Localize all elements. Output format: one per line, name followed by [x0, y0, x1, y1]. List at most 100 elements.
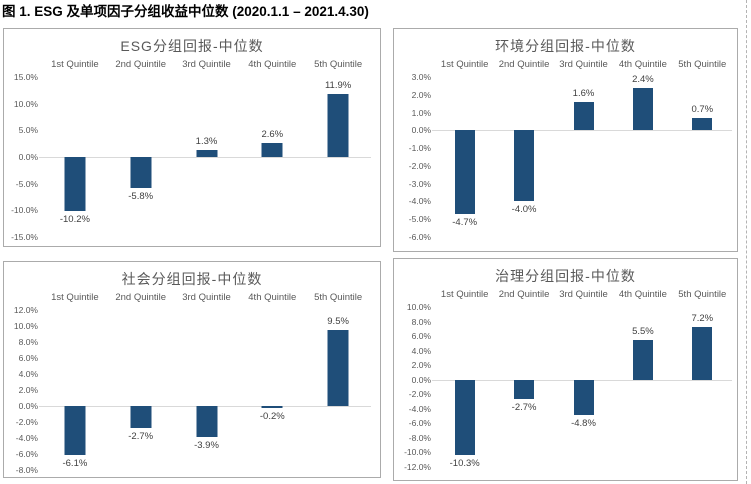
y-tick-label: -5.0%	[15, 178, 38, 189]
y-tick-label: -2.0%	[408, 389, 431, 400]
y-tick-label: 10.0%	[13, 321, 38, 331]
category-label: 2nd Quintile	[498, 59, 550, 70]
y-tick-label: -4.0%	[408, 196, 431, 207]
bar	[130, 157, 152, 188]
chart-panel-esg: ESG分组回报-中位数 1st Quintile 2nd Quintile 3rd …	[3, 28, 381, 247]
bar	[327, 93, 349, 157]
data-label: 1.6%	[572, 87, 595, 99]
category-axis: 1st Quintile 2nd Quintile 3rd Quintile 4th …	[42, 59, 371, 71]
data-label: -10.3%	[449, 457, 480, 469]
data-label: -2.7%	[128, 430, 154, 442]
data-label: 5.5%	[632, 325, 654, 337]
y-axis: 10.0% 8.0% 6.0% 4.0% 2.0% 0.0% -2.0% -4.0% -6.0%…	[394, 302, 431, 472]
plot-area: -10.2% -5.8% 1.3% 2.6% 11.9%	[39, 77, 371, 237]
bar	[692, 327, 713, 380]
data-label: 9.5%	[327, 316, 349, 327]
chart-title: 治理分组回报-中位数	[495, 268, 636, 284]
y-tick-label: 4.0%	[411, 345, 431, 356]
category-label: 3rd Quintile	[182, 59, 231, 70]
y-tick-label: -15.0%	[11, 232, 38, 242]
category-label: 3rd Quintile	[182, 292, 231, 303]
data-label: 11.9%	[324, 79, 352, 91]
y-tick-label: -12.0%	[404, 462, 431, 472]
y-tick-label: -10.0%	[11, 205, 38, 216]
y-tick-label: 5.0%	[18, 125, 38, 136]
category-label: 4th Quintile	[248, 292, 297, 303]
y-tick-label: -3.0%	[408, 178, 431, 189]
zero-axis-line	[39, 157, 371, 158]
category-label: 2nd Quintile	[115, 292, 167, 303]
bar	[64, 406, 86, 455]
y-tick-label: -4.0%	[15, 433, 38, 443]
y-tick-label: 6.0%	[18, 353, 38, 363]
y-tick-label: 0.0%	[18, 152, 38, 162]
bar	[327, 330, 349, 406]
y-tick-label: 10.0%	[13, 98, 38, 109]
y-tick-label: 2.0%	[411, 89, 431, 100]
data-label: 2.6%	[261, 129, 284, 141]
data-label: -10.2%	[59, 214, 90, 226]
y-tick-label: -5.0%	[408, 214, 431, 225]
y-tick-label: -2.0%	[408, 160, 431, 171]
data-label: -4.8%	[571, 417, 596, 429]
data-label: 1.3%	[195, 136, 218, 148]
category-axis: 1st Quintile 2nd Quintile 3rd Quintile 4th …	[435, 289, 732, 301]
data-label: -5.8%	[128, 190, 154, 202]
bar	[692, 117, 713, 131]
bar	[196, 150, 217, 157]
data-label: 7.2%	[691, 313, 714, 325]
y-tick-label: 2.0%	[18, 385, 38, 395]
category-label: 5th Quintile	[314, 59, 363, 70]
category-label: 1st Quintile	[51, 59, 99, 70]
category-label: 1st Quintile	[51, 292, 99, 303]
y-tick-label: 3.0%	[411, 72, 431, 82]
chart-panel-environment: 环境分组回报-中位数 1st Quintile 2nd Quintile 3rd Q…	[393, 28, 738, 252]
bar	[632, 339, 653, 380]
bar	[454, 379, 475, 455]
y-axis: 12.0% 10.0% 8.0% 6.0% 4.0% 2.0% 0.0% -2.0% -4.0%…	[4, 305, 38, 475]
page-cell-dashed-border	[746, 0, 747, 484]
category-label: 5th Quintile	[678, 59, 727, 70]
category-label: 3rd Quintile	[559, 289, 608, 300]
category-label: 5th Quintile	[314, 292, 363, 303]
bar	[454, 130, 475, 214]
bar	[514, 379, 535, 400]
data-label: -3.9%	[194, 440, 219, 452]
data-label: 0.7%	[691, 103, 714, 115]
data-label: -2.7%	[511, 402, 537, 414]
bar	[632, 87, 653, 131]
y-tick-label: -1.0%	[408, 143, 431, 154]
y-tick-label: -10.0%	[404, 447, 431, 458]
chart-title: 环境分组回报-中位数	[495, 38, 636, 54]
bar	[261, 143, 283, 157]
data-label: -0.2%	[259, 410, 285, 422]
category-label: 5th Quintile	[678, 289, 727, 300]
plot-area: -10.3% -2.7% -4.8% 5.5% 7.2%	[432, 307, 732, 469]
y-tick-label: -6.0%	[408, 232, 431, 242]
zero-axis-line	[432, 130, 732, 132]
data-label: -6.1%	[62, 457, 88, 469]
figure-caption: 图 1. ESG 及单项因子分组收益中位数 (2020.1.1 – 2021.4…	[2, 4, 369, 19]
y-tick-label: -8.0%	[15, 465, 38, 475]
y-tick-label: -2.0%	[15, 417, 38, 427]
y-tick-label: 15.0%	[13, 72, 38, 82]
y-tick-label: 6.0%	[411, 331, 431, 342]
plot-area: -4.7% -4.0% 1.6% 2.4% 0.7%	[432, 74, 732, 237]
y-tick-label: 1.0%	[411, 107, 431, 118]
y-tick-label: 0.0%	[18, 401, 38, 411]
category-label: 4th Quintile	[248, 59, 297, 70]
chart-title: ESG分组回报-中位数	[120, 38, 264, 54]
y-axis: 3.0% 2.0% 1.0% 0.0% -1.0% -2.0% -3.0% -4.0% -5.0…	[394, 72, 431, 242]
data-label: -4.0%	[511, 204, 537, 216]
category-label: 2nd Quintile	[115, 59, 167, 70]
category-axis: 1st Quintile 2nd Quintile 3rd Quintile 4th …	[42, 292, 371, 304]
category-label: 1st Quintile	[440, 59, 489, 70]
y-tick-label: 12.0%	[13, 305, 38, 315]
chart-panel-social: 社会分组回报-中位数 1st Quintile 2nd Quintile 3rd Q…	[3, 261, 381, 478]
y-axis: 15.0% 10.0% 5.0% 0.0% -5.0% -10.0% -15.0%	[4, 72, 38, 242]
category-label: 2nd Quintile	[498, 289, 550, 300]
y-tick-label: -6.0%	[15, 449, 38, 459]
chart-title: 社会分组回报-中位数	[121, 271, 263, 287]
category-label: 1st Quintile	[440, 289, 489, 300]
bar	[573, 379, 594, 415]
